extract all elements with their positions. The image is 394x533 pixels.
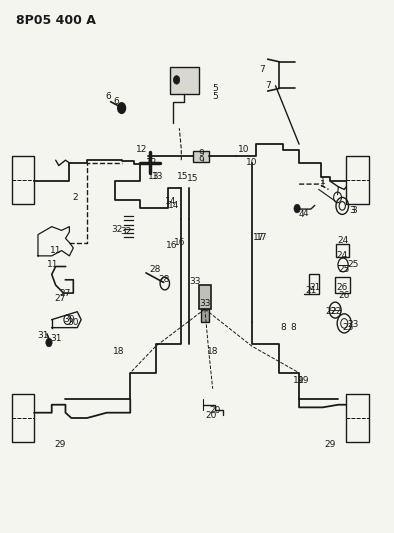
Text: 11: 11	[47, 260, 59, 269]
Bar	[13, 156, 34, 204]
Bar	[199, 285, 211, 309]
Bar	[346, 394, 369, 442]
Text: 11: 11	[50, 246, 61, 255]
Text: 29: 29	[54, 440, 65, 449]
Text: 10: 10	[246, 158, 258, 167]
Text: 15: 15	[187, 174, 199, 183]
Bar	[13, 394, 34, 442]
Text: 1: 1	[320, 177, 325, 186]
Text: 3: 3	[351, 206, 357, 215]
Bar	[309, 274, 319, 294]
Text: 5: 5	[212, 92, 217, 101]
Bar	[346, 156, 369, 204]
Text: 14: 14	[165, 197, 176, 206]
Circle shape	[294, 204, 300, 213]
Text: 19: 19	[298, 376, 310, 385]
Text: 10: 10	[238, 145, 250, 154]
Text: 24: 24	[336, 252, 348, 260]
Text: 31: 31	[50, 334, 61, 343]
Text: 2: 2	[72, 193, 78, 202]
Text: 4: 4	[302, 209, 308, 218]
Text: 5: 5	[212, 84, 217, 93]
Text: 4: 4	[298, 211, 304, 220]
Text: 1: 1	[320, 180, 325, 189]
Text: 28: 28	[149, 265, 161, 273]
Text: 3: 3	[349, 206, 355, 215]
Text: 23: 23	[348, 320, 359, 329]
Text: 17: 17	[256, 233, 268, 242]
Text: 6: 6	[105, 92, 111, 101]
Bar	[336, 244, 349, 257]
Text: 30: 30	[68, 318, 79, 327]
Circle shape	[173, 76, 180, 84]
Text: 28: 28	[158, 275, 169, 284]
Text: 22: 22	[331, 307, 342, 316]
Text: 20: 20	[205, 411, 216, 420]
Text: 18: 18	[113, 347, 124, 356]
Text: 30: 30	[64, 315, 75, 324]
Text: 15: 15	[177, 172, 188, 181]
Text: 25: 25	[338, 265, 350, 273]
Text: 8: 8	[290, 323, 296, 332]
Text: 8P05 400 A: 8P05 400 A	[17, 14, 96, 27]
Text: 16: 16	[166, 241, 178, 250]
Text: 17: 17	[253, 233, 265, 242]
Text: 22: 22	[325, 307, 336, 316]
Text: 27: 27	[54, 294, 65, 303]
Text: 27: 27	[60, 288, 71, 297]
Text: 18: 18	[207, 347, 218, 356]
Text: 19: 19	[293, 376, 305, 385]
Text: 32: 32	[121, 228, 132, 237]
Text: 29: 29	[325, 440, 336, 449]
Text: 26: 26	[336, 283, 348, 292]
Text: 16: 16	[174, 238, 185, 247]
Text: 21: 21	[305, 286, 316, 295]
Text: 26: 26	[338, 291, 350, 300]
Text: 33: 33	[189, 277, 201, 286]
Text: 25: 25	[348, 261, 359, 269]
Bar	[201, 309, 209, 322]
Text: 33: 33	[199, 299, 211, 308]
Text: 7: 7	[259, 66, 265, 74]
Text: 8: 8	[281, 323, 286, 332]
Text: 21: 21	[309, 283, 320, 292]
Bar	[193, 151, 209, 163]
Text: 9: 9	[198, 149, 204, 158]
Circle shape	[46, 338, 52, 347]
Text: 6: 6	[113, 97, 119, 106]
Text: 23: 23	[342, 323, 354, 332]
Text: 20: 20	[209, 406, 220, 415]
Text: 12: 12	[136, 145, 148, 154]
Bar	[169, 67, 199, 94]
Circle shape	[118, 103, 126, 114]
Text: 32: 32	[111, 225, 122, 234]
Bar	[335, 277, 350, 293]
Text: 7: 7	[265, 81, 271, 90]
Text: 14: 14	[168, 201, 179, 210]
Text: 24: 24	[337, 237, 349, 246]
Text: 13: 13	[148, 172, 160, 181]
Text: 9: 9	[198, 156, 204, 165]
Text: 13: 13	[152, 172, 164, 181]
Text: 31: 31	[37, 331, 49, 340]
Text: 12: 12	[146, 158, 158, 167]
